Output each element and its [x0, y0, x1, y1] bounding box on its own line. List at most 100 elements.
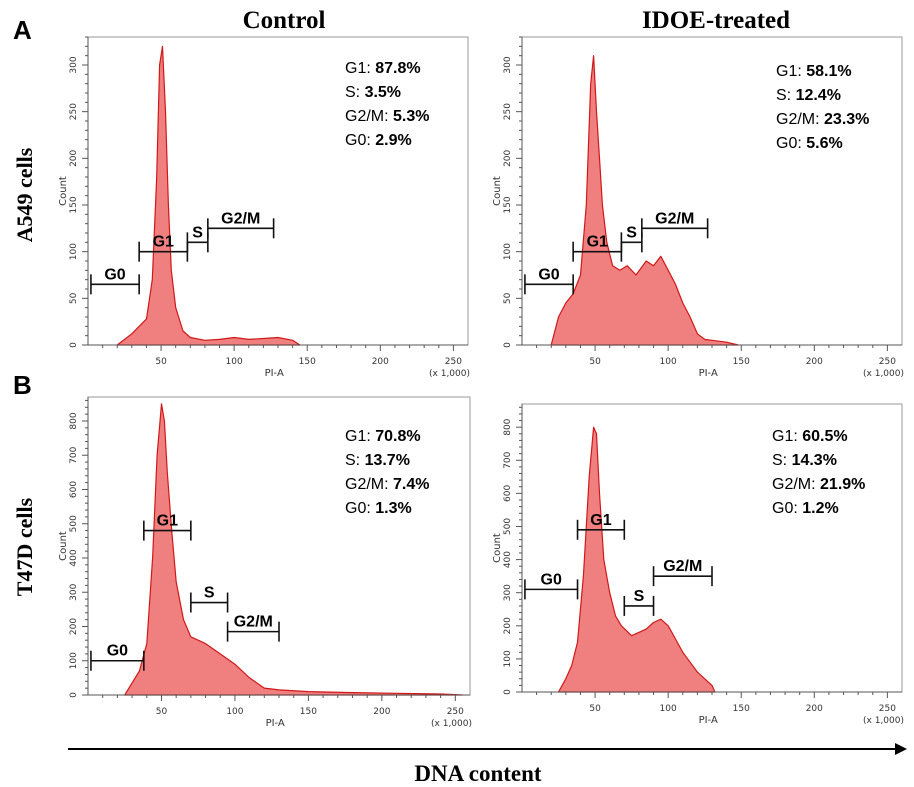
x-scale-label: (x 1,000)	[431, 719, 472, 729]
stat-separator: :	[797, 63, 806, 80]
gate-label: G1	[153, 234, 174, 251]
stat-separator: :	[384, 476, 393, 493]
y-axis-label: Count	[492, 533, 503, 563]
stat-value: 3.5%	[365, 84, 401, 101]
stat-separator: :	[793, 428, 802, 445]
stat-separator: :	[356, 84, 365, 101]
stat-value: 2.9%	[375, 132, 411, 149]
stat-name: G1	[345, 60, 366, 77]
stat-value: 23.3%	[824, 111, 869, 128]
stat-separator: :	[797, 135, 806, 152]
x-tick-label: 100	[226, 357, 243, 367]
stat-separator: :	[366, 132, 375, 149]
gate-label: G1	[157, 513, 178, 530]
x-tick-label: 150	[733, 357, 750, 367]
y-axis-label: Count	[58, 176, 69, 206]
stat-name: G0	[776, 135, 797, 152]
plot-frame	[87, 36, 469, 346]
stat-value: 21.9%	[820, 476, 865, 493]
gate-label: G0	[541, 571, 562, 588]
gate-label: G0	[104, 266, 125, 283]
y-tick-label: 100	[69, 652, 79, 669]
stat-line-s: S: 14.3%	[772, 452, 837, 469]
y-axis-label: Count	[58, 531, 69, 561]
gate-label: G0	[538, 266, 559, 283]
stat-name: S	[776, 87, 787, 104]
y-tick-label: 800	[69, 412, 79, 429]
stat-value: 5.6%	[806, 135, 842, 152]
stat-line-s: S: 13.7%	[345, 452, 410, 469]
x-scale-label: (x 1,000)	[863, 716, 904, 726]
stat-line-g2m: G2/M: 5.3%	[345, 108, 429, 125]
x-tick-label: 150	[299, 357, 316, 367]
y-tick-label: 700	[503, 451, 513, 468]
x-tick-label: 250	[879, 357, 896, 367]
x-tick-label: 150	[733, 704, 750, 714]
x-tick-label: 100	[226, 707, 243, 717]
stat-name: S	[772, 452, 783, 469]
y-tick-label: 150	[69, 196, 79, 213]
stat-line-g1: G1: 87.8%	[345, 60, 421, 77]
stat-value: 58.1%	[806, 63, 851, 80]
stat-value: 12.4%	[796, 87, 841, 104]
histogram-area	[116, 45, 301, 346]
y-axis-label: Count	[492, 176, 503, 206]
stat-name: S	[345, 84, 356, 101]
x-tick-label: 250	[445, 357, 462, 367]
stat-name: G0	[345, 132, 366, 149]
y-tick-label: 100	[503, 650, 513, 667]
row-title-t47d: T47D cells	[12, 497, 37, 596]
stat-line-g0: G0: 1.2%	[772, 500, 839, 517]
stat-line-s: S: 3.5%	[345, 84, 401, 101]
y-tick-label: 100	[503, 243, 513, 260]
x-tick-label: 50	[155, 357, 167, 367]
stat-name: G2/M	[776, 111, 815, 128]
y-tick-label: 100	[69, 243, 79, 260]
x-tick-label: 250	[447, 707, 464, 717]
stat-line-s: S: 12.4%	[776, 87, 841, 104]
stat-separator: :	[783, 452, 792, 469]
y-tick-label: 0	[503, 689, 513, 695]
stat-value: 7.4%	[393, 476, 429, 493]
stat-value: 14.3%	[792, 452, 837, 469]
y-tick-label: 600	[69, 481, 79, 498]
y-tick-label: 150	[503, 196, 513, 213]
y-tick-label: 300	[503, 56, 513, 73]
y-tick-label: 200	[503, 149, 513, 166]
x-axis-label: PI-A	[699, 368, 718, 379]
gate-label: G2/M	[663, 558, 702, 575]
panel-a549-treated: 50 100 150 200 250 PI-A (x 1,000) 0 50 100 150 200 2…	[492, 36, 904, 379]
x-tick-label: 150	[300, 707, 317, 717]
row-title-a549: A549 cells	[12, 147, 37, 242]
y-tick-label: 300	[69, 56, 79, 73]
x-tick-label: 250	[879, 704, 896, 714]
stat-separator: :	[811, 476, 820, 493]
stat-name: G2/M	[772, 476, 811, 493]
gate-label: S	[204, 585, 215, 602]
gate-label: G2/M	[221, 210, 260, 227]
stat-line-g1: G1: 70.8%	[345, 428, 421, 445]
y-tick-label: 200	[503, 617, 513, 634]
x-axis-label: PI-A	[699, 715, 718, 726]
x-scale-label: (x 1,000)	[429, 369, 470, 379]
stat-line-g0: G0: 5.6%	[776, 135, 843, 152]
panel-a549-control: 50 100 150 200 250 PI-A (x 1,000) 0 50 100 150 200 2…	[58, 36, 470, 379]
x-tick-label: 100	[660, 357, 677, 367]
panel-letter-b: B	[13, 370, 32, 400]
y-tick-label: 50	[69, 292, 79, 304]
gate-label: G1	[590, 512, 611, 529]
stat-separator: :	[366, 500, 375, 517]
stat-value: 13.7%	[365, 452, 410, 469]
panel-t47d-treated: 50 100 150 200 250 PI-A (x 1,000) 0 100 200 300 400…	[492, 403, 904, 726]
y-tick-label: 400	[69, 549, 79, 566]
stat-separator: :	[366, 60, 375, 77]
x-tick-label: 200	[806, 357, 823, 367]
stat-line-g2m: G2/M: 7.4%	[345, 476, 429, 493]
gate-label: G1	[587, 234, 608, 251]
gate-label: S	[634, 588, 645, 605]
gate-label: S	[626, 224, 637, 241]
stat-name: G1	[776, 63, 797, 80]
x-scale-label: (x 1,000)	[863, 369, 904, 379]
x-tick-label: 50	[589, 357, 601, 367]
